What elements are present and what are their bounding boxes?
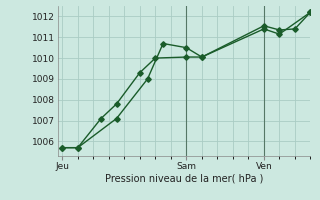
X-axis label: Pression niveau de la mer( hPa ): Pression niveau de la mer( hPa ) [105, 173, 263, 183]
